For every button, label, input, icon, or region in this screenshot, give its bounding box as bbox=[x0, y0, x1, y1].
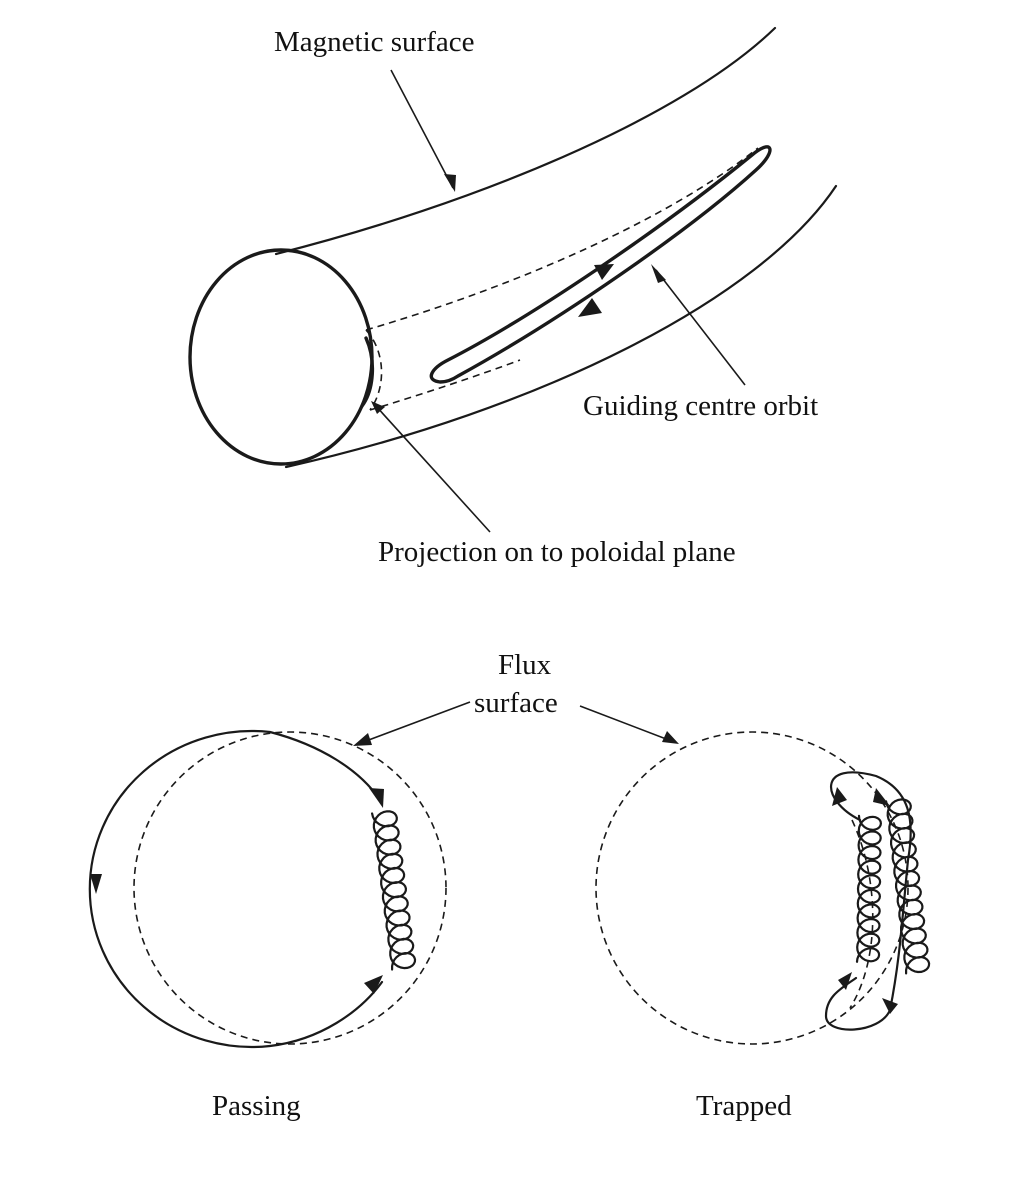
poloidal-projection-bar bbox=[360, 336, 375, 408]
orbit-arrow-up-icon bbox=[594, 264, 614, 280]
magnetic-surface-arrow-icon bbox=[444, 174, 456, 192]
passing-flux-surface bbox=[133, 731, 447, 1045]
flux-arrow-right-icon bbox=[662, 731, 679, 744]
orbit-arrow-down-icon bbox=[578, 298, 602, 317]
flux-leader-right bbox=[579, 705, 675, 743]
trapped-label: Trapped bbox=[696, 1090, 792, 1122]
trapped-flux-surface bbox=[595, 731, 909, 1045]
passing-orbit-figure: Passing bbox=[88, 729, 447, 1122]
trapped-gyro-helix-outer bbox=[885, 798, 931, 975]
passing-arrow-top-icon bbox=[369, 788, 384, 808]
flux-arrow-left-icon bbox=[353, 733, 372, 746]
trapped-arrow-br-icon bbox=[882, 998, 898, 1014]
flux-leader-left bbox=[357, 701, 471, 745]
passing-arrow-bottom-icon bbox=[364, 975, 383, 994]
trapped-gyro-helix-inner bbox=[855, 814, 882, 963]
trapped-orbit-figure: Trapped bbox=[595, 731, 931, 1122]
trapped-arrow-tl-icon bbox=[832, 787, 847, 806]
orbit-leader bbox=[655, 269, 746, 386]
tube-lower-edge bbox=[284, 184, 838, 469]
passing-orbit bbox=[88, 729, 384, 1049]
magnetic-surface-label: Magnetic surface bbox=[274, 26, 474, 58]
flux-surface-annotation: Flux surface bbox=[353, 649, 679, 746]
tube-upper-edge bbox=[274, 26, 777, 256]
dashed-projection-line-upper bbox=[365, 147, 759, 331]
orbit-leader-arrow-icon bbox=[651, 264, 666, 283]
passing-label: Passing bbox=[212, 1090, 301, 1122]
magnetic-surface-leader bbox=[390, 69, 454, 189]
flux-tube-figure: Magnetic surface Guiding centre orbit Pr… bbox=[188, 26, 838, 568]
passing-arrow-left-icon bbox=[90, 874, 102, 894]
flux-label-line1: Flux bbox=[498, 649, 552, 681]
guiding-centre-orbit-path bbox=[429, 145, 772, 384]
projection-label: Projection on to poloidal plane bbox=[378, 536, 736, 568]
projection-leader-arrow-icon bbox=[371, 401, 385, 414]
trapped-arrow-bl-icon bbox=[838, 972, 852, 990]
passing-gyro-helix bbox=[371, 810, 417, 971]
guiding-centre-orbit-label: Guiding centre orbit bbox=[583, 390, 818, 422]
flux-label-line2: surface bbox=[474, 687, 558, 719]
dashed-projection-line-lower bbox=[369, 359, 521, 411]
tube-cross-section bbox=[188, 248, 374, 466]
projection-leader bbox=[374, 404, 491, 533]
